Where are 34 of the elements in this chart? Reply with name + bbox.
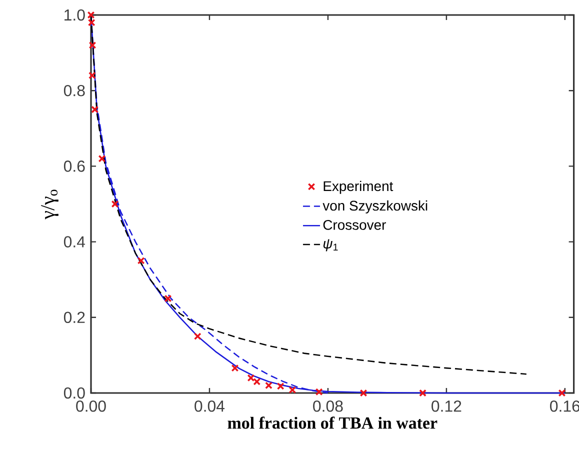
y-tick-label: 0.2 — [64, 312, 85, 324]
point — [111, 200, 119, 208]
point — [98, 154, 106, 162]
point — [276, 382, 284, 390]
point — [360, 389, 368, 397]
y-tick-label: 1.0 — [64, 9, 85, 21]
point — [288, 386, 296, 394]
legend-label: Crossover — [323, 220, 386, 230]
point — [315, 388, 323, 396]
y-tick-label: 0.4 — [64, 236, 86, 248]
x-tick-label: 0.04 — [194, 400, 225, 412]
x-tick-label: 0.00 — [76, 400, 106, 412]
legend-label: von Szyszkowski — [322, 200, 428, 214]
point — [231, 364, 239, 372]
x-tick-label: 0.12 — [432, 400, 462, 412]
point — [88, 18, 96, 26]
point — [137, 256, 145, 264]
point — [88, 72, 96, 80]
y-tick-label: 0.8 — [64, 84, 85, 96]
point — [87, 11, 95, 19]
x-tick-label: 0.08 — [313, 400, 343, 412]
legend-label: Experiment — [324, 180, 394, 194]
y-tick-label: 0.0 — [64, 387, 85, 399]
x-axis-title: mol fraction of TBA in water — [228, 416, 438, 429]
y-axis-title: γ/γ$_{o}$ — [41, 190, 58, 220]
legend-label: ψ$_{1}$ — [323, 239, 338, 252]
point — [419, 389, 426, 397]
y-tick-label: 0.6 — [64, 160, 85, 172]
point — [558, 389, 566, 397]
point — [265, 382, 272, 390]
point — [88, 42, 96, 49]
point — [164, 294, 172, 302]
point — [194, 332, 202, 340]
point — [91, 106, 99, 114]
